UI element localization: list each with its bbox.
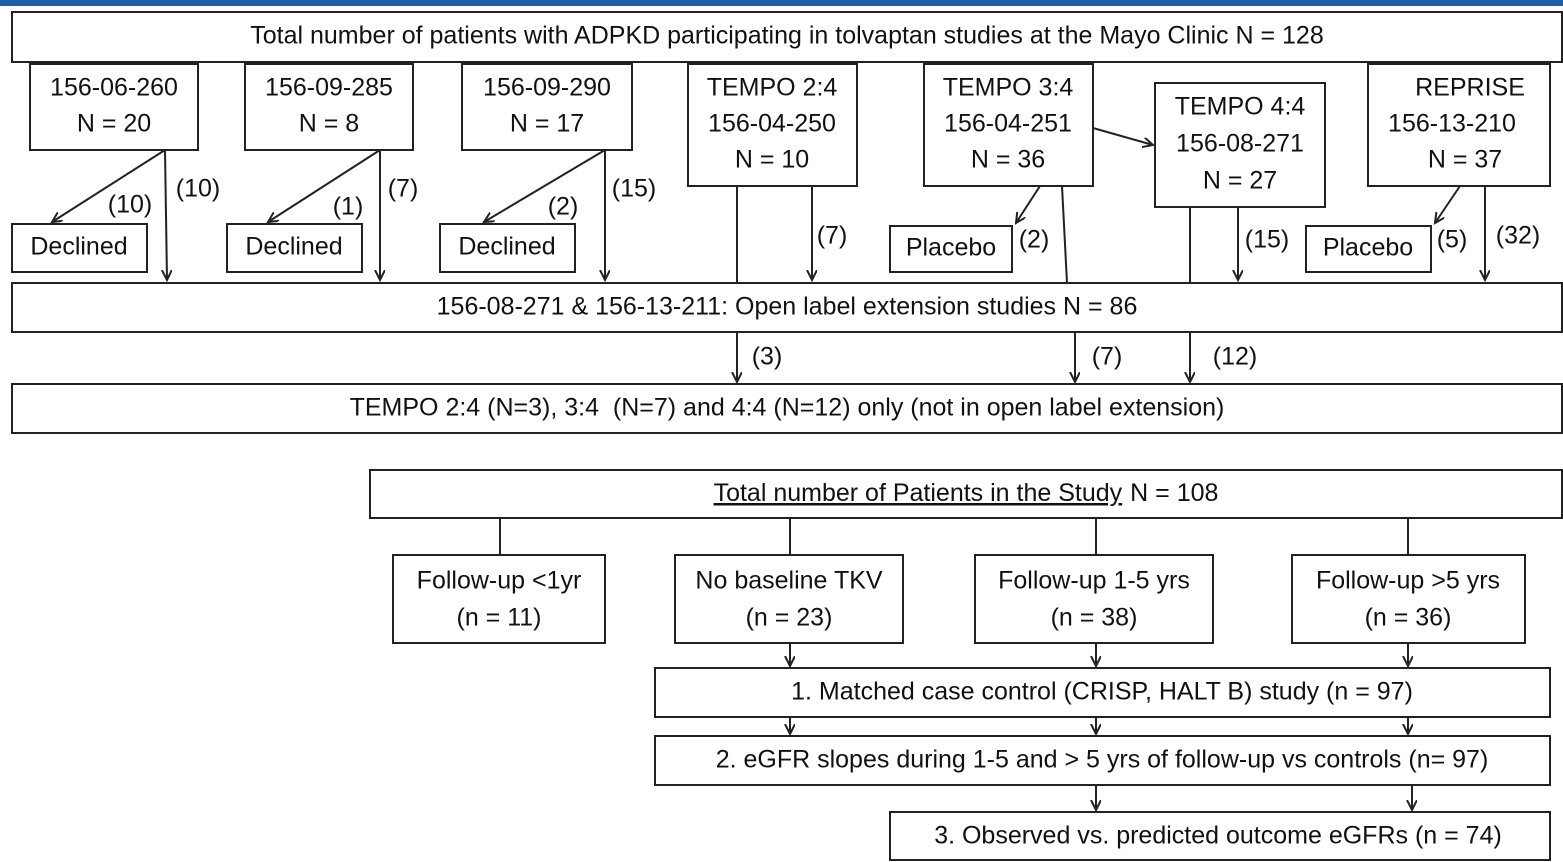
not-extension-box xyxy=(11,383,1563,434)
connectors xyxy=(52,127,1485,810)
connector xyxy=(1061,185,1068,284)
analysis-label: 2. eGFR slopes during 1-5 and > 5 yrs of… xyxy=(716,746,1489,774)
study-total-box xyxy=(369,469,1563,519)
study-box xyxy=(29,63,199,151)
count: (2) xyxy=(548,193,579,221)
count: (3) xyxy=(752,343,783,371)
extension-label: 156-08-271 & 156-13-211: Open label exte… xyxy=(437,293,1138,321)
group-line: Follow-up 1-5 yrs xyxy=(998,567,1190,595)
study-line: N = 37 xyxy=(1428,146,1502,174)
excluded-box xyxy=(11,223,148,273)
title-box xyxy=(11,11,1563,63)
analysis-boxes: 1. Matched case control (CRISP, HALT B) … xyxy=(654,667,1551,861)
study-line: N = 27 xyxy=(1203,167,1277,195)
arrow xyxy=(1092,127,1153,145)
top-bar xyxy=(0,0,1563,6)
study-total: Total number of Patients in the Study N =… xyxy=(714,479,1219,507)
count: (1) xyxy=(333,193,364,221)
count: (15) xyxy=(612,175,656,203)
arrow xyxy=(165,149,167,280)
group-line: (n = 36) xyxy=(1365,604,1452,632)
excluded-box xyxy=(439,223,576,273)
arrow xyxy=(1435,185,1461,223)
group-line: (n = 38) xyxy=(1051,604,1138,632)
extension-box xyxy=(11,282,1563,333)
group-line: Follow-up >5 yrs xyxy=(1316,567,1500,595)
count: (2) xyxy=(1019,226,1050,254)
study-line: 156-13-210 xyxy=(1388,110,1516,138)
study-box xyxy=(687,63,858,187)
arrow xyxy=(484,149,606,222)
study-total-underlined: Total number of Patients in the Study xyxy=(714,479,1123,507)
count: (32) xyxy=(1496,222,1540,250)
study-line: 156-08-271 xyxy=(1176,130,1304,158)
study-line: TEMPO 2:4 xyxy=(707,74,838,102)
analysis-label: 1. Matched case control (CRISP, HALT B) … xyxy=(791,678,1413,706)
study-box xyxy=(461,63,633,151)
count: (7) xyxy=(388,175,419,203)
study-line: TEMPO 4:4 xyxy=(1175,93,1306,121)
study-box xyxy=(923,63,1094,187)
excluded-label: Declined xyxy=(458,233,555,261)
study-boxes: 156-06-260 N = 20 156-09-285 N = 8 156-0… xyxy=(29,63,1551,208)
title: Total number of patients with ADPKD part… xyxy=(250,22,1324,50)
group-line: No baseline TKV xyxy=(695,567,882,595)
study-line: 156-06-260 xyxy=(50,74,178,102)
group-box xyxy=(974,554,1214,644)
excluded-label: Declined xyxy=(30,233,127,261)
study-line: N = 10 xyxy=(735,146,809,174)
study-line: 156-09-290 xyxy=(483,74,611,102)
arrow xyxy=(1016,185,1041,223)
study-box xyxy=(1367,63,1551,187)
count: (7) xyxy=(817,222,848,250)
study-line: N = 36 xyxy=(971,146,1045,174)
group-box xyxy=(674,554,904,644)
excluded-boxes: Declined Declined Declined Placebo Place… xyxy=(11,223,1432,273)
study-line: TEMPO 3:4 xyxy=(943,74,1074,102)
study-line: 156-04-250 xyxy=(708,110,836,138)
arrow xyxy=(52,149,166,222)
study-line: N = 17 xyxy=(510,110,584,138)
group-box xyxy=(392,554,606,644)
excluded-label: Placebo xyxy=(906,234,996,262)
count: (7) xyxy=(1092,343,1123,371)
excluded-box xyxy=(226,223,363,273)
study-line: N = 8 xyxy=(299,110,359,138)
study-line: 156-09-285 xyxy=(265,74,393,102)
count: (10) xyxy=(176,175,220,203)
arrow xyxy=(268,149,381,222)
not-extension-label: TEMPO 2:4 (N=3), 3:4 (N=7) and 4:4 (N=12… xyxy=(350,394,1225,422)
group-line: (n = 23) xyxy=(746,604,833,632)
count: (15) xyxy=(1245,226,1289,254)
excluded-box xyxy=(1305,225,1432,273)
analysis-box xyxy=(654,735,1551,786)
count: (5) xyxy=(1437,226,1468,254)
study-line: REPRISE xyxy=(1415,74,1525,102)
study-box xyxy=(1154,82,1326,208)
analysis-box xyxy=(889,811,1551,861)
group-boxes: Follow-up <1yr (n = 11) No baseline TKV … xyxy=(392,554,1526,644)
group-line: (n = 11) xyxy=(457,604,542,632)
counts: (10) (10) (1) (7) (2) (15) (7) (2) (15) … xyxy=(108,175,1540,254)
excluded-label: Declined xyxy=(245,233,342,261)
study-box xyxy=(244,63,414,151)
group-box xyxy=(1291,554,1526,644)
analysis-label: 3. Observed vs. predicted outcome eGFRs … xyxy=(934,822,1502,850)
study-total-count: N = 108 xyxy=(1130,479,1218,507)
group-line: Follow-up <1yr xyxy=(417,567,582,595)
study-line: 156-04-251 xyxy=(944,110,1072,138)
study-line: N = 20 xyxy=(77,110,151,138)
excluded-box xyxy=(889,225,1013,273)
excluded-label: Placebo xyxy=(1323,234,1413,262)
count: (10) xyxy=(108,191,152,219)
analysis-box xyxy=(654,667,1551,718)
count: (12) xyxy=(1213,343,1257,371)
